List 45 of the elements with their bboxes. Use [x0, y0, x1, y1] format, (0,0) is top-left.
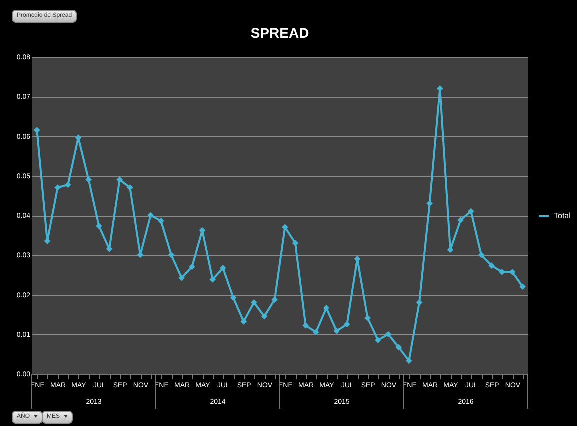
legend-label: Total	[554, 212, 572, 220]
point	[44, 238, 51, 244]
point	[54, 184, 61, 191]
point	[240, 318, 247, 325]
point	[334, 328, 340, 334]
point	[323, 305, 330, 312]
point	[251, 300, 258, 306]
point	[344, 321, 350, 328]
point	[116, 176, 123, 183]
point	[168, 252, 175, 258]
point	[406, 358, 412, 364]
point	[520, 284, 526, 290]
point	[65, 182, 72, 188]
point	[447, 246, 454, 254]
point	[354, 256, 361, 262]
point	[292, 240, 299, 246]
point	[375, 337, 382, 344]
point	[230, 294, 237, 302]
point	[210, 276, 216, 283]
point	[385, 331, 392, 338]
point	[488, 262, 495, 269]
point	[106, 246, 113, 252]
point	[178, 274, 185, 282]
point	[468, 208, 474, 215]
point	[189, 264, 196, 270]
point	[396, 344, 402, 351]
point	[158, 218, 164, 224]
point	[34, 127, 40, 134]
point	[478, 252, 485, 258]
point	[302, 322, 309, 329]
point	[148, 212, 154, 219]
chart-title: SPREAD	[250, 25, 310, 41]
point	[458, 217, 464, 224]
point	[75, 134, 82, 141]
point	[509, 269, 516, 276]
point	[127, 184, 134, 191]
point	[272, 296, 278, 304]
point	[313, 329, 320, 336]
point	[86, 176, 92, 183]
point	[220, 265, 226, 272]
point	[96, 223, 102, 230]
point	[426, 200, 433, 207]
point	[261, 313, 268, 320]
point	[364, 314, 371, 322]
point	[416, 300, 423, 306]
